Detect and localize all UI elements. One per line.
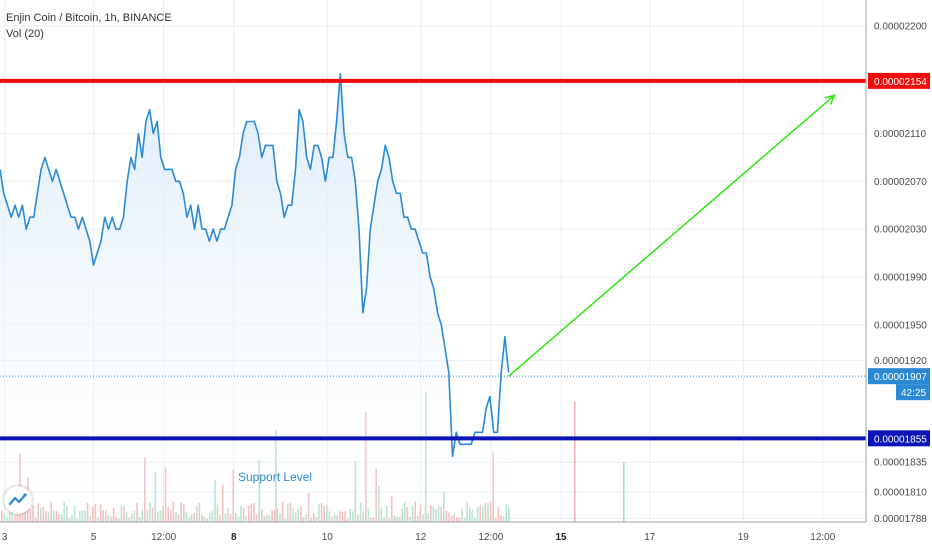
resistance-price-tag: 0.00002154 bbox=[874, 77, 927, 88]
y-tick-label: 0.00001788 bbox=[874, 514, 927, 525]
price-area-fill bbox=[0, 73, 509, 522]
countdown-tag: 42:25 bbox=[901, 388, 926, 399]
volume-bar bbox=[508, 506, 510, 522]
x-tick-label: 10 bbox=[322, 532, 334, 543]
x-tick-label: 19 bbox=[738, 532, 750, 543]
y-tick-label: 0.00001835 bbox=[874, 458, 927, 469]
x-tick-label: 12 bbox=[415, 532, 427, 543]
projection-arrow[interactable] bbox=[508, 94, 835, 377]
tradingview-logo-icon[interactable] bbox=[4, 486, 32, 514]
support-price-tag-bg bbox=[868, 430, 930, 447]
x-tick-label: 3 bbox=[2, 532, 8, 543]
countdown-tag-bg bbox=[896, 384, 930, 401]
x-tick-label: 17 bbox=[644, 532, 656, 543]
volume-bar bbox=[623, 462, 625, 522]
x-tick-label: 12:00 bbox=[810, 532, 835, 543]
y-tick-label: 0.00002030 bbox=[874, 225, 927, 236]
y-tick-label: 0.00002200 bbox=[874, 21, 927, 32]
support-level-label: Support Level bbox=[238, 470, 312, 484]
projection-arrow-head bbox=[824, 94, 836, 105]
x-tick-label: 12:00 bbox=[151, 532, 176, 543]
y-tick-label: 0.00002070 bbox=[874, 177, 927, 188]
y-tick-label: 0.00001950 bbox=[874, 320, 927, 331]
x-tick-label: 8 bbox=[231, 532, 237, 543]
chart-legend: Enjin Coin / Bitcoin, 1h, BINANCE Vol (2… bbox=[6, 10, 172, 42]
price-axis-panel bbox=[866, 0, 932, 550]
y-tick-label: 0.00001810 bbox=[874, 488, 927, 499]
x-tick-label: 15 bbox=[555, 532, 567, 543]
symbol-title: Enjin Coin / Bitcoin, 1h, BINANCE bbox=[6, 12, 172, 24]
resistance-price-tag-bg bbox=[868, 72, 930, 89]
price-line[interactable] bbox=[0, 72, 510, 458]
volume-indicator-label: Vol (20) bbox=[6, 28, 44, 40]
y-tick-label: 0.00001920 bbox=[874, 356, 927, 367]
current-price-tag: 0.00001907 bbox=[874, 372, 927, 383]
current-price-tag-bg bbox=[868, 368, 930, 385]
support-price-tag: 0.00001855 bbox=[874, 434, 927, 445]
x-tick-label: 12:00 bbox=[478, 532, 503, 543]
x-tick-label: 5 bbox=[91, 532, 97, 543]
y-tick-label: 0.00002110 bbox=[874, 129, 927, 140]
volume-bar bbox=[574, 402, 576, 522]
y-tick-label: 0.00001990 bbox=[874, 272, 927, 283]
